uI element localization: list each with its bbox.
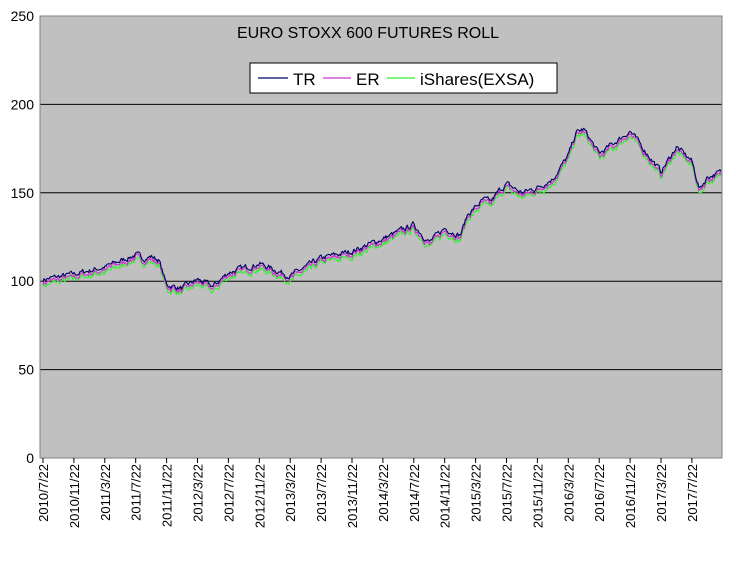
series-line-tr: [42, 127, 722, 291]
legend-label-ishares: iShares(EXSA): [420, 70, 534, 89]
y-tick-label: 150: [11, 185, 35, 201]
grid-layer: [40, 103, 722, 371]
x-tick-label: 2011/11/22: [160, 464, 175, 527]
y-tick-label: 0: [26, 450, 34, 466]
y-axis: 0 50 100 150 200 250: [11, 8, 35, 466]
y-tick-label: 100: [11, 273, 35, 289]
legend-label-er: ER: [356, 70, 380, 89]
series-line-er: [42, 130, 722, 293]
x-tick-label: 2014/7/22: [407, 464, 422, 522]
series-layer: [42, 127, 722, 296]
x-tick-label: 2011/7/22: [129, 464, 144, 521]
x-tick-label: 2016/7/22: [592, 464, 607, 522]
x-tick-label: 2013/7/22: [314, 464, 329, 522]
x-tick-label: 2017/3/22: [654, 464, 669, 522]
legend: TR ER iShares(EXSA): [249, 62, 558, 94]
x-tick-label: 2013/3/22: [283, 464, 298, 522]
y-tick-label: 250: [11, 8, 35, 24]
x-tick-label: 2015/11/22: [530, 464, 545, 528]
chart-title: EURO STOXX 600 FUTURES ROLL: [237, 25, 499, 42]
x-tick-label: 2012/7/22: [221, 464, 236, 522]
series-line-ishares-exsa: [42, 132, 722, 296]
x-tick-label: 2016/3/22: [561, 464, 576, 522]
x-tick-label: 2015/3/22: [469, 464, 484, 522]
legend-label-tr: TR: [293, 70, 316, 89]
x-axis: 2010/7/22 2010/11/22 2011/3/22 2011/7/22 201…: [36, 458, 700, 528]
x-tick-label: 2010/11/22: [67, 464, 82, 528]
y-tick-label: 50: [18, 362, 34, 378]
x-tick-label: 2010/7/22: [36, 464, 51, 522]
y-tick-label: 200: [11, 96, 35, 112]
x-tick-label: 2012/11/22: [252, 464, 267, 528]
plot-border: [39, 15, 723, 459]
x-tick-label: 2015/7/22: [500, 464, 515, 522]
x-tick-label: 2013/11/22: [345, 464, 360, 528]
x-tick-label: 2017/7/22: [685, 464, 700, 522]
x-tick-label: 2014/11/22: [438, 464, 453, 528]
x-tick-label: 2016/11/22: [623, 464, 638, 528]
x-tick-label: 2012/3/22: [191, 464, 206, 522]
x-tick-label: 2011/3/22: [98, 464, 113, 521]
x-tick-label: 2014/3/22: [376, 464, 391, 522]
